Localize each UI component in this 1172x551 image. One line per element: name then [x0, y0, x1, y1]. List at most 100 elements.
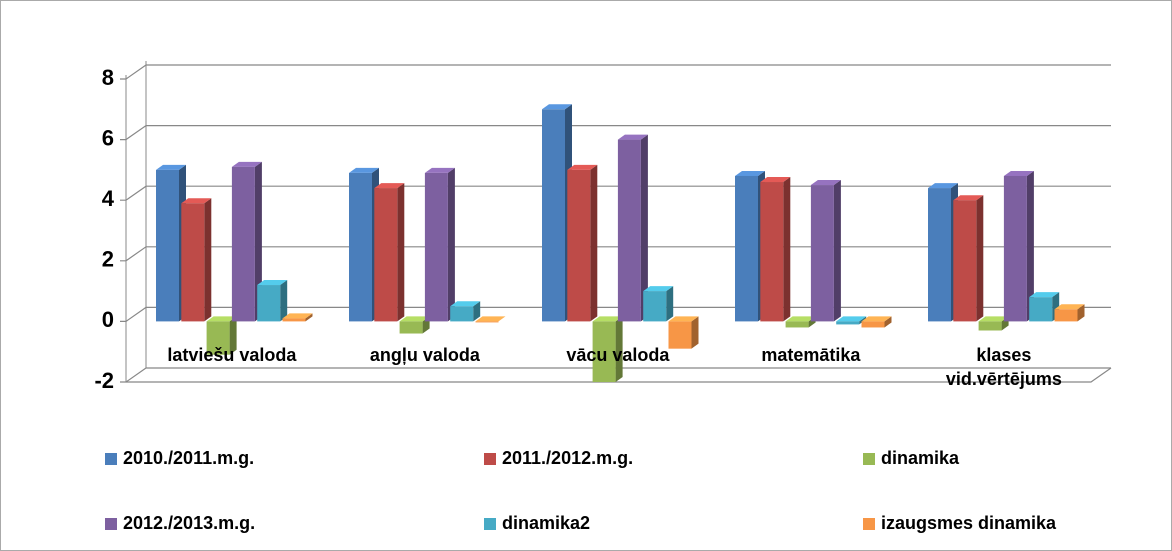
bar-top [567, 164, 598, 170]
bar-top [475, 316, 506, 322]
bar [735, 175, 758, 322]
bar-top [1003, 170, 1034, 176]
bar [475, 321, 499, 323]
bar [617, 139, 641, 322]
bar-side [833, 180, 841, 322]
legend-label: izaugsmes dinamika [881, 513, 1057, 533]
legend-label: dinamika2 [502, 513, 590, 533]
bar-side [884, 316, 892, 328]
bar [374, 188, 398, 322]
bar [953, 200, 977, 322]
bar-side [305, 313, 313, 322]
bar-side [473, 301, 481, 322]
bar-top [450, 301, 481, 307]
bar-top [156, 164, 186, 170]
bar [643, 291, 667, 322]
legend-label: 2010./2011.m.g. [123, 448, 254, 468]
bar-top [861, 316, 892, 322]
bar [928, 188, 951, 322]
bar [257, 285, 281, 322]
legend-swatch [484, 518, 496, 530]
bar-side [204, 198, 212, 322]
bar [399, 321, 423, 334]
y-tick-label: 0 [102, 307, 114, 332]
x-tick-label: matemātika [761, 345, 861, 365]
bar-top [206, 316, 237, 322]
bar-side [666, 286, 674, 322]
bar-top [424, 167, 455, 173]
y-tick-label: -2 [94, 368, 114, 393]
bar [978, 321, 1002, 331]
bar [760, 182, 784, 322]
bar [206, 321, 230, 355]
grid-line [120, 124, 1111, 141]
bar [592, 321, 616, 382]
legend-swatch [863, 453, 875, 465]
bar-side [1026, 170, 1034, 322]
bar-top [735, 170, 765, 176]
bar-top [953, 195, 984, 201]
bar-side [280, 280, 288, 322]
bar-side [254, 161, 262, 322]
bar-top [1029, 292, 1060, 298]
bar [567, 169, 591, 322]
bar-top [810, 180, 841, 186]
x-tick-label: klases vid.vērtējums [945, 345, 1062, 389]
y-tick-label: 6 [102, 125, 114, 150]
bar-top [1054, 304, 1085, 310]
bar-top [760, 177, 791, 183]
bar-side [615, 316, 623, 382]
y-tick-label: 4 [102, 186, 115, 211]
bar-side [691, 316, 699, 349]
bar [861, 321, 885, 328]
floor-edge [126, 367, 1112, 383]
grid-line [120, 367, 1111, 383]
bar-top [257, 280, 288, 286]
legend-label: 2012./2013.m.g. [123, 513, 255, 533]
bar [349, 172, 372, 322]
x-tick-label: latviešu valoda [167, 345, 297, 365]
bar-top [928, 183, 958, 189]
bar [1003, 175, 1027, 322]
x-tick-label: angļu valoda [369, 345, 480, 365]
bar-side [640, 134, 648, 322]
bar-top [231, 161, 262, 167]
bar-top [836, 316, 867, 322]
bar [231, 166, 255, 322]
bar [1029, 297, 1053, 322]
legend-label: 2011./2012.m.g. [502, 448, 633, 468]
bar-top [978, 316, 1009, 322]
legend-swatch [484, 453, 496, 465]
bar [156, 169, 179, 322]
bar-top [643, 286, 674, 292]
bar-top [785, 316, 816, 322]
bar-side [783, 177, 791, 322]
y-tick-label: 8 [102, 65, 114, 90]
bar [1054, 309, 1078, 322]
legend-swatch [105, 518, 117, 530]
bar [450, 306, 474, 322]
grid-line [120, 64, 1111, 80]
bar-side [590, 164, 598, 322]
bar-side [447, 167, 455, 322]
bar-top [617, 134, 648, 140]
bar [668, 321, 692, 349]
bar [181, 203, 205, 322]
bar [282, 318, 306, 322]
bar-side [859, 316, 867, 325]
bar [836, 321, 860, 325]
bar-top [668, 316, 699, 322]
bar-top [542, 104, 572, 110]
x-tick-label: vācu valoda [566, 345, 670, 365]
bar-side [1077, 304, 1085, 322]
legend-swatch [863, 518, 875, 530]
bar [424, 172, 448, 322]
legend-swatch [105, 453, 117, 465]
bar [785, 321, 809, 328]
bar [542, 109, 565, 322]
bar-top [181, 198, 212, 204]
legend-label: dinamika [881, 448, 960, 468]
bar-top [349, 167, 379, 173]
